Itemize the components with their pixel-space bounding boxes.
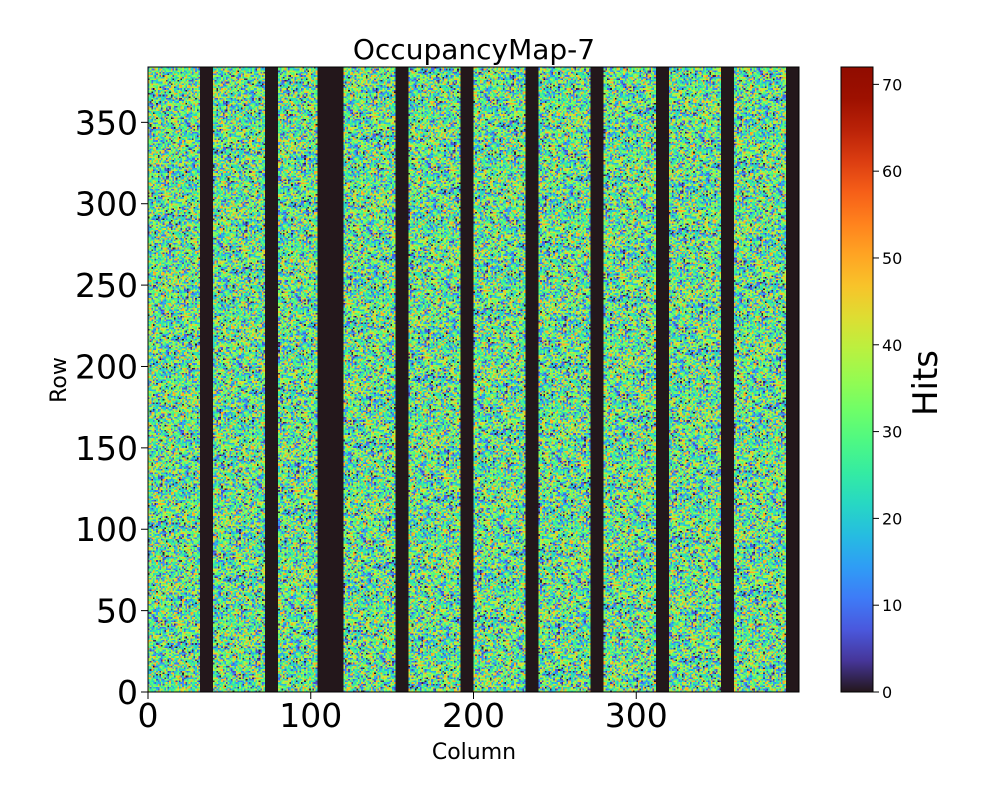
heatmap-plot-area [147, 66, 800, 693]
colorbar-tick-label: 60 [882, 162, 902, 181]
y-tick-label: 100 [75, 510, 138, 549]
dead-column-band [395, 67, 408, 692]
dead-column-band [526, 67, 539, 692]
y-tick-label: 200 [75, 347, 138, 386]
dead-column-band [200, 67, 213, 692]
colorbar-ticks: 0 10 20 30 40 50 60 70 [873, 75, 902, 702]
chart-title: OccupancyMap-7 [353, 33, 595, 66]
x-tick-label: 300 [605, 696, 668, 735]
y-tick-label: 350 [75, 103, 138, 142]
colorbar-label: Hits [906, 350, 946, 416]
dead-column-band [656, 67, 669, 692]
heatmap-image [148, 67, 799, 692]
colorbar-tick-label: 50 [882, 249, 902, 268]
y-tick-label: 50 [96, 592, 138, 631]
colorbar-tick-label: 40 [882, 336, 902, 355]
y-tick-label: 250 [75, 266, 138, 305]
dead-column-band [721, 67, 734, 692]
y-axis: 0 50 100 150 200 250 300 350 [75, 103, 148, 712]
colorbar-frame [840, 66, 874, 693]
colorbar-tick-label: 70 [882, 75, 902, 94]
colorbar-tick-label: 20 [882, 509, 902, 528]
y-axis-label: Row [47, 357, 72, 403]
colorbar-tick-label: 10 [882, 596, 902, 615]
x-tick-label: 0 [138, 696, 159, 735]
y-tick-label: 300 [75, 185, 138, 224]
x-tick-label: 100 [279, 696, 342, 735]
dead-column-band [265, 67, 278, 692]
colorbar-tick-label: 30 [882, 423, 902, 442]
dead-column-band [317, 67, 343, 692]
dead-column-band [460, 67, 473, 692]
colorbar-tick-label: 0 [882, 683, 892, 702]
x-axis-label: Column [432, 740, 516, 765]
x-axis: 0 100 200 300 [138, 692, 668, 735]
colorbar-gradient [841, 67, 873, 692]
y-tick-label: 150 [75, 429, 138, 468]
colorbar: 0 10 20 30 40 50 60 70 Hits [840, 66, 946, 702]
y-tick-label: 0 [117, 673, 138, 712]
dead-column-band [591, 67, 604, 692]
x-tick-label: 200 [442, 696, 505, 735]
dead-column-band [786, 67, 799, 692]
